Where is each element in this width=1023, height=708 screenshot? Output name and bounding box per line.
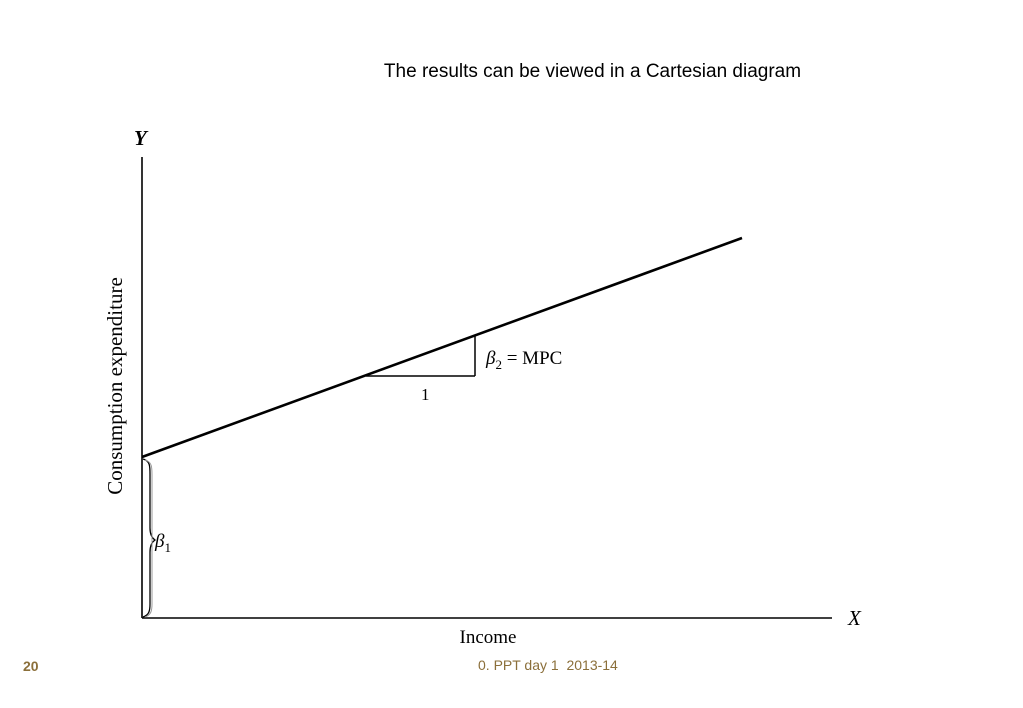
intercept-beta-subscript: 1 <box>164 540 171 555</box>
slide-title: The results can be viewed in a Cartesian… <box>383 61 802 82</box>
slope-beta-symbol: β <box>485 348 496 369</box>
footer-text: 0. PPT day 1 2013-14 <box>478 657 618 673</box>
intercept-label: β1 <box>154 531 171 555</box>
intercept-brace-shadow <box>144 459 153 618</box>
x-axis-letter: X <box>847 606 862 630</box>
y-axis-letter: Y <box>134 126 149 150</box>
regression-line <box>141 236 743 459</box>
run-label: 1 <box>421 385 430 404</box>
y-axis-title: Consumption expenditure <box>103 277 127 495</box>
slope-beta-subscript: 2 <box>495 357 502 372</box>
intercept-brace <box>142 458 157 618</box>
x-axis-title: Income <box>460 627 517 648</box>
slope-mpc-text: = MPC <box>502 348 562 369</box>
intercept-beta-symbol: β <box>154 531 165 552</box>
page-number: 20 <box>23 658 39 674</box>
slope-label: β2 = MPC <box>485 348 562 372</box>
